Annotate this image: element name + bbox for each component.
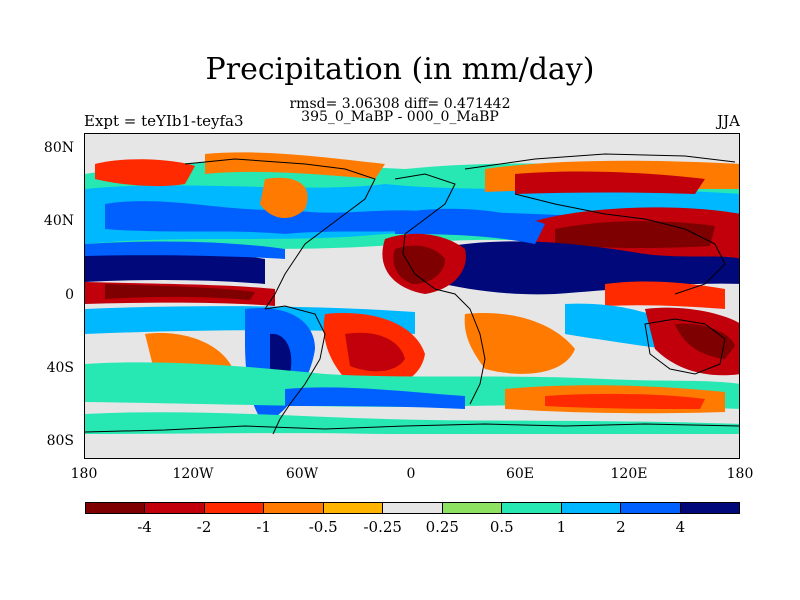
stats-line: rmsd= 3.06308 diff= 0.471442 <box>289 96 511 112</box>
x-tick-120w: 120W <box>172 466 214 482</box>
colorbar-label: 0.5 <box>489 518 514 536</box>
s-atlantic-darkred <box>345 332 405 372</box>
x-tick-180w: 180 <box>70 466 98 482</box>
season-label: JJA <box>717 112 740 130</box>
y-tick-40n: 40N <box>43 213 74 229</box>
australia-darkred <box>675 323 735 359</box>
asia-darkred <box>555 221 715 249</box>
x-tick-60w: 60W <box>285 466 319 482</box>
colorbar-label: -0.25 <box>363 518 402 536</box>
colorbar-label: 2 <box>616 518 626 536</box>
experiment-label: Expt = teYIb1-teyfa3 <box>84 112 244 130</box>
colorbar-label: -4 <box>137 518 152 536</box>
coast-south-america <box>264 305 326 435</box>
coast-antarctica <box>85 423 739 433</box>
na-orange <box>260 177 308 219</box>
y-tick-80s: 80S <box>46 433 74 449</box>
colorbar-swatch <box>561 503 622 513</box>
x-tick-180e: 180 <box>726 466 754 482</box>
siberia-red <box>515 171 705 194</box>
colorbar-swatch <box>86 503 146 513</box>
colorbar-label: 0.25 <box>425 518 459 536</box>
x-tick-60e: 60E <box>505 466 535 482</box>
colorbar-swatch <box>323 503 384 513</box>
ntrop-darkred <box>105 284 255 300</box>
colorbar-swatch <box>621 503 681 513</box>
arctic-red-west <box>95 159 195 187</box>
s-midlat-blue <box>285 387 465 409</box>
colorbar-label: -0.5 <box>308 518 338 536</box>
colorbar-swatch <box>145 503 205 513</box>
colorbar-label: -2 <box>196 518 212 536</box>
colorbar-label: -1 <box>256 518 271 536</box>
arabia-red <box>605 281 725 309</box>
x-tick-120e: 120E <box>610 466 648 482</box>
y-tick-0: 0 <box>65 287 74 303</box>
precipitation-map <box>84 133 740 459</box>
coast-north-america <box>184 158 376 310</box>
x-tick-0: 0 <box>406 466 416 482</box>
sahara-darkred <box>393 245 445 284</box>
y-tick-80n: 80N <box>43 140 74 156</box>
s-midlat-red <box>545 393 705 409</box>
experiment-periods: 395_0_MaBP - 000_0_MaBP <box>301 109 499 125</box>
plot-title: Precipitation (in mm/day) <box>205 52 595 87</box>
colorbar-swatch <box>204 503 265 513</box>
atlantic-africa-darkblue <box>435 241 739 295</box>
coast-europe-africa <box>394 173 486 405</box>
coast-asia <box>464 153 736 295</box>
coastlines <box>85 153 739 435</box>
colorbar-swatch <box>383 503 443 513</box>
colorbar-label: 1 <box>556 518 567 536</box>
coast-australia <box>644 318 726 375</box>
arctic-orange <box>205 152 385 179</box>
africa-blue <box>395 208 545 244</box>
antarctic-neutral <box>85 434 739 458</box>
itcz-darkblue-west <box>85 250 265 284</box>
itcz-blue <box>85 241 285 259</box>
colorbar-label: 4 <box>675 518 686 536</box>
colorbar-swatch <box>264 503 324 513</box>
colorbar-swatch <box>442 503 503 513</box>
colorbar-swatch <box>680 503 739 513</box>
y-tick-40s: 40S <box>46 360 74 376</box>
colorbar-swatch <box>502 503 562 513</box>
map-svg <box>85 134 739 458</box>
africa-south-orange <box>464 313 575 374</box>
colorbar <box>85 502 740 514</box>
